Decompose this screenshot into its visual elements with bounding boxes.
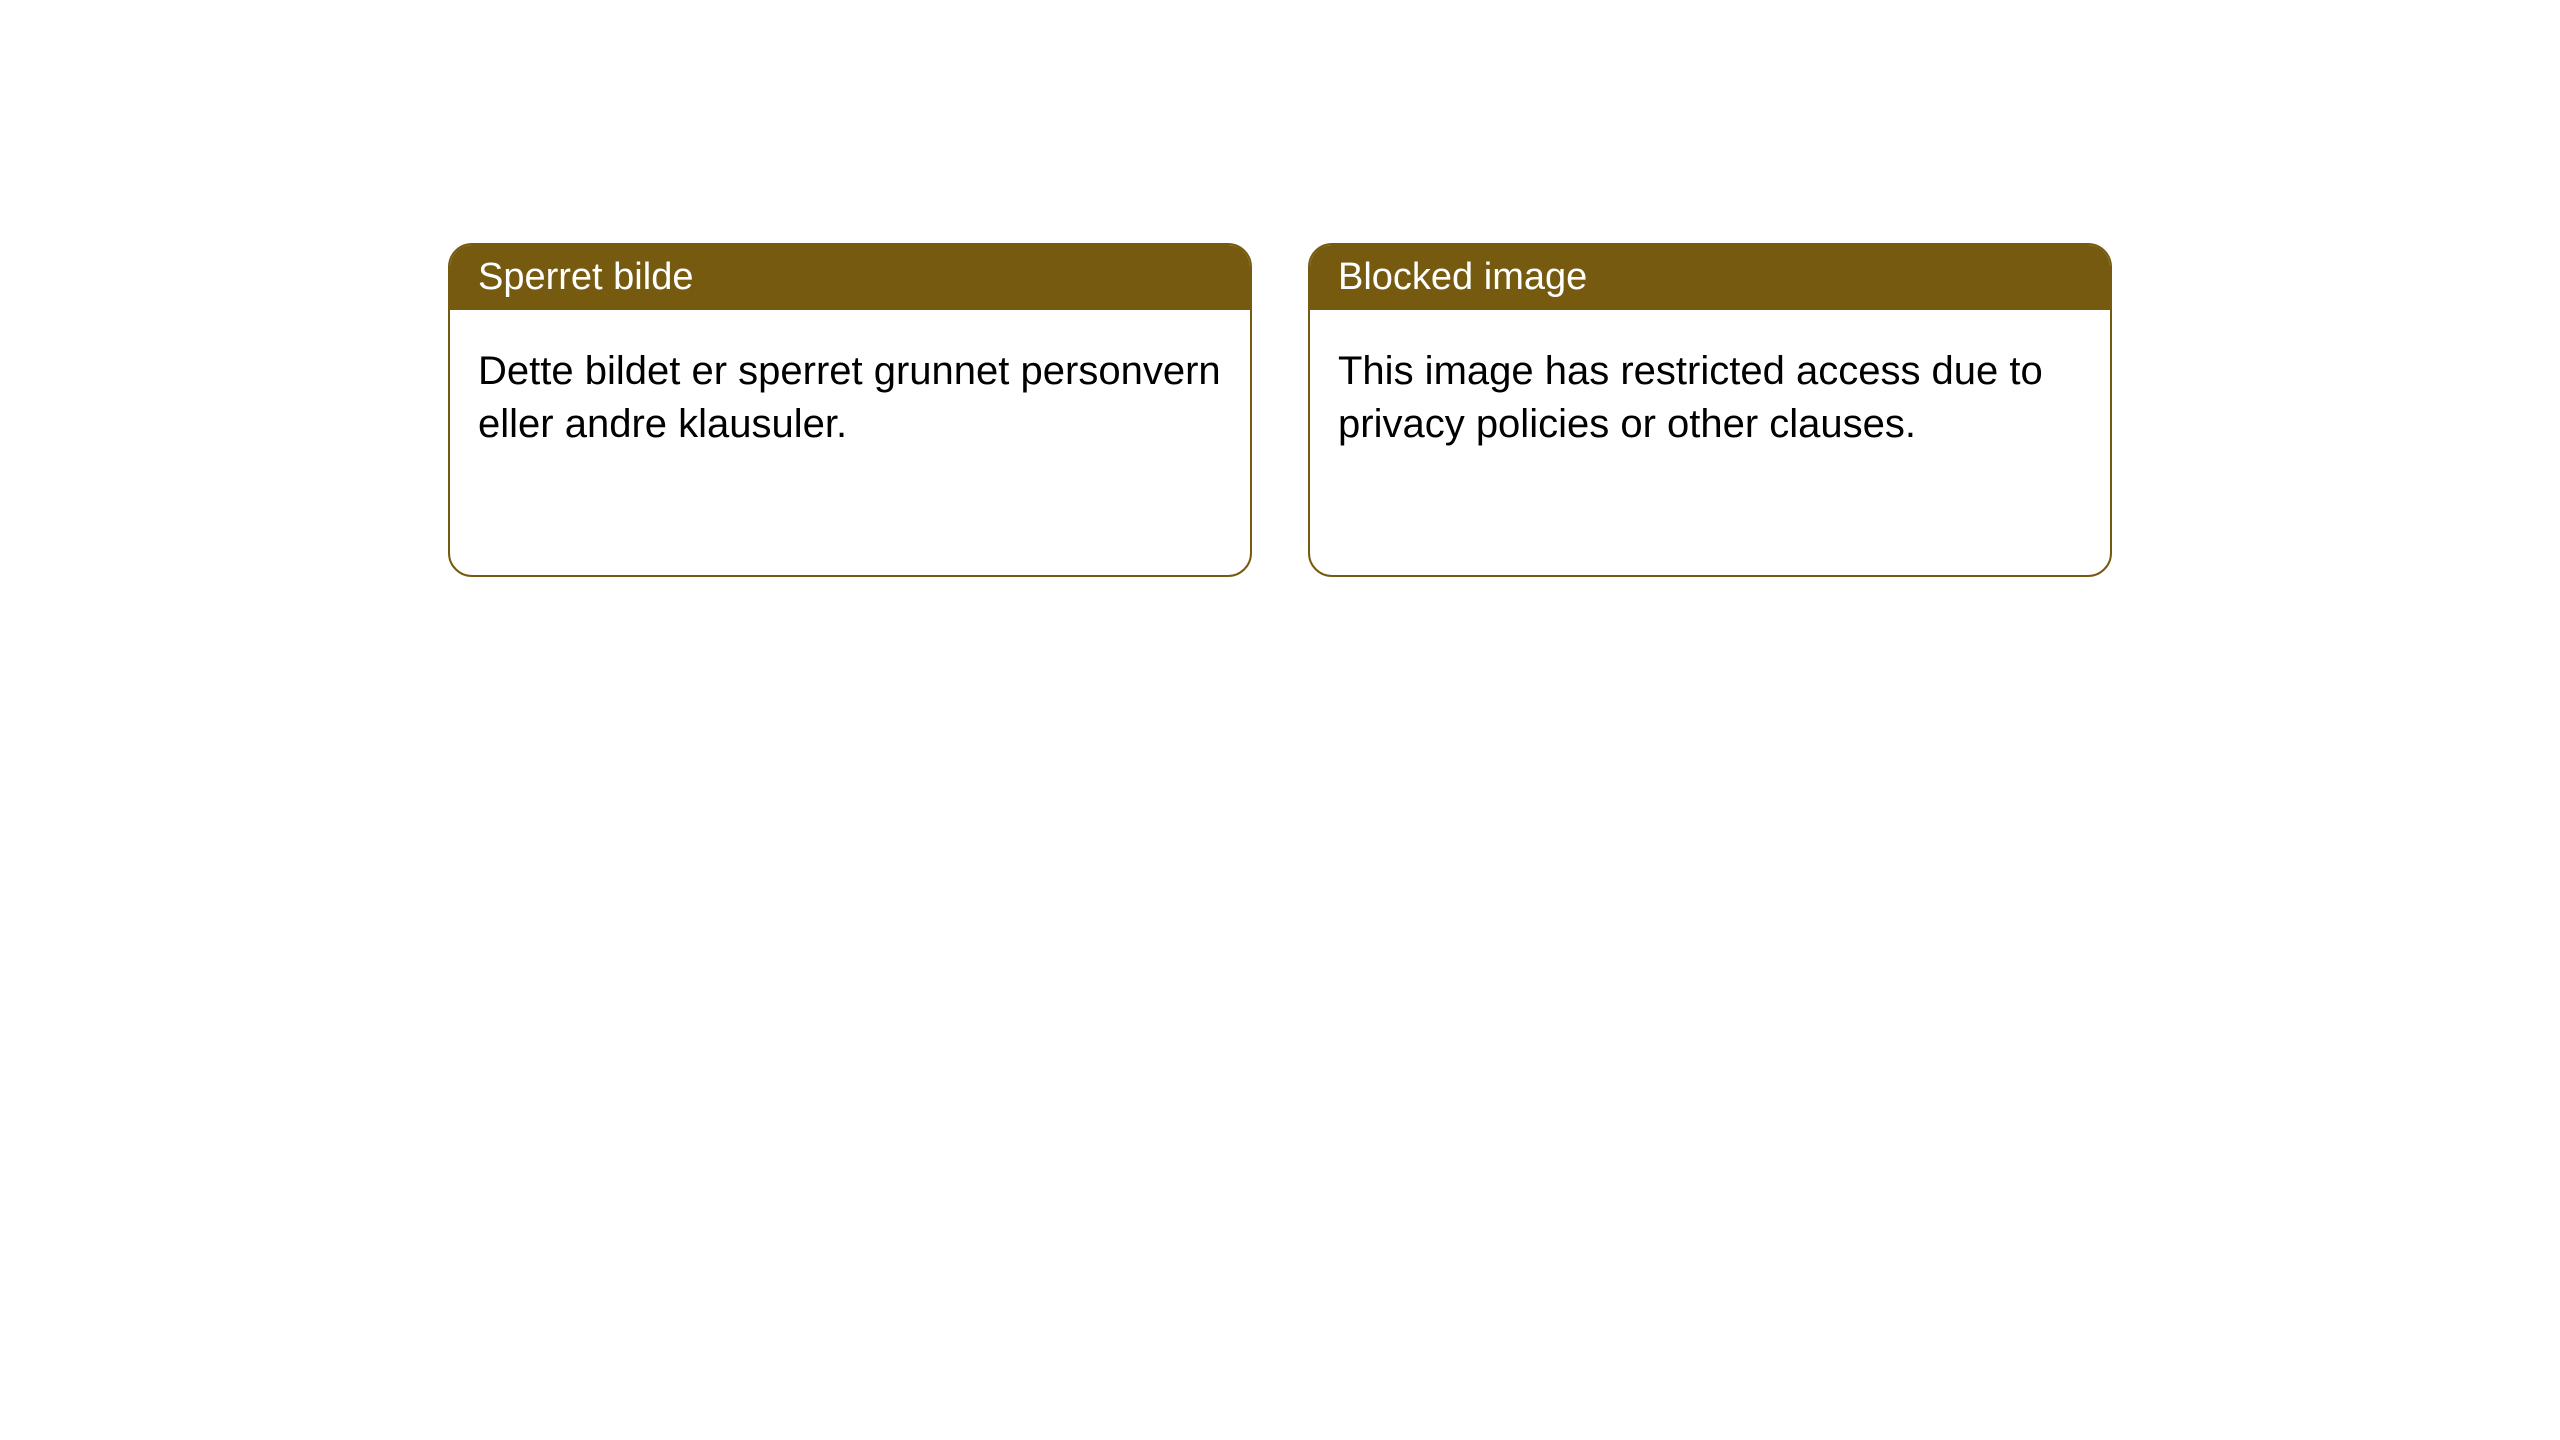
card-body-text: This image has restricted access due to … (1338, 349, 2043, 446)
notice-card-norwegian: Sperret bilde Dette bildet er sperret gr… (448, 243, 1252, 577)
card-title: Blocked image (1338, 256, 1587, 298)
notice-cards-container: Sperret bilde Dette bildet er sperret gr… (448, 243, 2112, 577)
card-body: This image has restricted access due to … (1310, 310, 2110, 486)
card-header: Blocked image (1310, 245, 2110, 310)
card-body: Dette bildet er sperret grunnet personve… (450, 310, 1250, 486)
card-body-text: Dette bildet er sperret grunnet personve… (478, 349, 1221, 446)
card-header: Sperret bilde (450, 245, 1250, 310)
notice-card-english: Blocked image This image has restricted … (1308, 243, 2112, 577)
card-title: Sperret bilde (478, 256, 693, 298)
